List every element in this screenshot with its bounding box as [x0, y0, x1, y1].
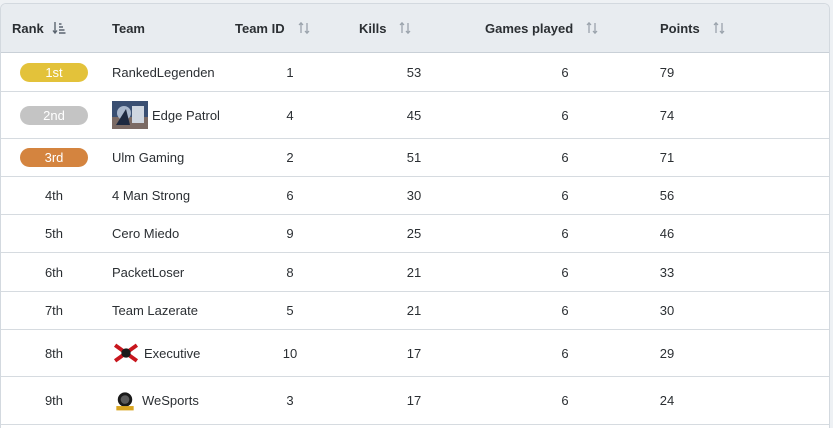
team-id-cell: 1: [286, 64, 294, 80]
points-cell: 74: [659, 107, 675, 123]
team-id-cell: 4: [286, 107, 294, 123]
team-name[interactable]: PacketLoser: [112, 264, 185, 280]
games-played-column-header[interactable]: Games played: [485, 4, 599, 52]
team-name[interactable]: Team Lazerate: [112, 303, 198, 318]
table-row[interactable]: 9th WeSports 3 17 6 24: [1, 377, 829, 425]
sort-icon[interactable]: [585, 20, 599, 36]
team-name[interactable]: WeSports: [142, 393, 199, 408]
rank-header-label: Rank: [12, 20, 44, 36]
team-cell[interactable]: Executive: [112, 330, 200, 376]
games-played-cell: 6: [561, 150, 569, 165]
team-name[interactable]: 4 Man Strong: [112, 188, 191, 203]
team-name[interactable]: Executive: [144, 345, 201, 361]
rank-column-header[interactable]: Rank: [12, 4, 66, 52]
rank-badge-silver: 2nd: [20, 105, 88, 125]
points-cell: 24: [659, 393, 675, 408]
team-id-cell: 9: [286, 226, 294, 241]
games-played-cell: 6: [561, 345, 569, 361]
table-row[interactable]: 3rd Ulm Gaming 2 51 6 71: [1, 139, 829, 177]
team-id-column-header[interactable]: Team ID: [235, 4, 311, 52]
team-id-cell: 8: [286, 264, 294, 280]
rank-cell: 5th: [44, 226, 64, 241]
team-column-header: Team: [112, 4, 145, 52]
points-cell: 56: [659, 188, 675, 203]
games-played-cell: 6: [561, 393, 569, 408]
table-header: Rank Team Team ID Kills Games played: [1, 4, 829, 53]
sort-icon[interactable]: [297, 20, 311, 36]
team-id-cell: 10: [282, 345, 298, 361]
points-cell: 33: [659, 264, 675, 280]
sort-ascending-icon[interactable]: [52, 20, 66, 36]
points-cell: 46: [659, 226, 675, 241]
team-cell[interactable]: Edge Patrol: [112, 92, 220, 138]
rank-cell: 7th: [44, 303, 64, 318]
points-cell: 71: [659, 150, 675, 165]
kills-column-header[interactable]: Kills: [359, 4, 412, 52]
team-id-cell: 2: [286, 150, 294, 165]
games-played-cell: 6: [561, 303, 569, 318]
kills-cell: 30: [406, 188, 422, 203]
table-row[interactable]: 6th PacketLoser 8 21 6 33: [1, 253, 829, 292]
games-played-header-label: Games played: [485, 20, 574, 36]
kills-header-label: Kills: [359, 20, 387, 36]
sort-icon[interactable]: [398, 20, 412, 36]
team-id-cell: 5: [286, 303, 294, 318]
team-name[interactable]: Edge Patrol: [152, 107, 220, 123]
team-name[interactable]: Ulm Gaming: [112, 150, 185, 165]
kills-cell: 17: [406, 345, 422, 361]
team-header-label: Team: [112, 20, 145, 36]
rank-cell: 8th: [44, 345, 64, 361]
sort-icon[interactable]: [712, 20, 726, 36]
team-id-cell: 3: [286, 393, 294, 408]
table-row[interactable]: 1st RankedLegenden 1 53 6 79: [1, 53, 829, 92]
wesports-logo: [112, 390, 138, 411]
rank-cell: 9th: [44, 393, 64, 408]
table-row[interactable]: 8th Executive 10 17 6 29: [1, 330, 829, 377]
team-name[interactable]: RankedLegenden: [112, 64, 215, 80]
kills-cell: 25: [406, 226, 422, 241]
kills-cell: 51: [406, 150, 422, 165]
executive-logo: [112, 342, 140, 364]
points-cell: 30: [659, 303, 675, 318]
points-header-label: Points: [660, 20, 700, 36]
kills-cell: 53: [406, 64, 422, 80]
rank-badge-bronze: 3rd: [20, 148, 88, 167]
kills-cell: 21: [406, 303, 422, 318]
rank-badge-gold: 1st: [20, 62, 88, 82]
table-row[interactable]: 2nd Edge Patrol 4 45 6 74: [1, 92, 829, 139]
edge-patrol-logo: [112, 101, 148, 129]
table-row[interactable]: 7th Team Lazerate 5 21 6 30: [1, 292, 829, 330]
points-column-header[interactable]: Points: [660, 4, 726, 52]
table-row[interactable]: 4th 4 Man Strong 6 30 6 56: [1, 177, 829, 215]
kills-cell: 45: [406, 107, 422, 123]
games-played-cell: 6: [561, 264, 569, 280]
points-cell: 79: [659, 64, 675, 80]
team-cell[interactable]: WeSports: [112, 377, 199, 424]
rank-cell: 6th: [44, 264, 64, 280]
games-played-cell: 6: [561, 188, 569, 203]
team-id-header-label: Team ID: [235, 20, 285, 36]
team-name[interactable]: Cero Miedo: [112, 226, 180, 241]
points-cell: 29: [659, 345, 675, 361]
standings-table: Rank Team Team ID Kills Games played: [0, 3, 830, 428]
table-row[interactable]: 5th Cero Miedo 9 25 6 46: [1, 215, 829, 253]
kills-cell: 21: [406, 264, 422, 280]
games-played-cell: 6: [561, 226, 569, 241]
games-played-cell: 6: [561, 107, 569, 123]
team-id-cell: 6: [286, 188, 294, 203]
kills-cell: 17: [406, 393, 422, 408]
games-played-cell: 6: [561, 64, 569, 80]
rank-cell: 4th: [44, 188, 64, 203]
